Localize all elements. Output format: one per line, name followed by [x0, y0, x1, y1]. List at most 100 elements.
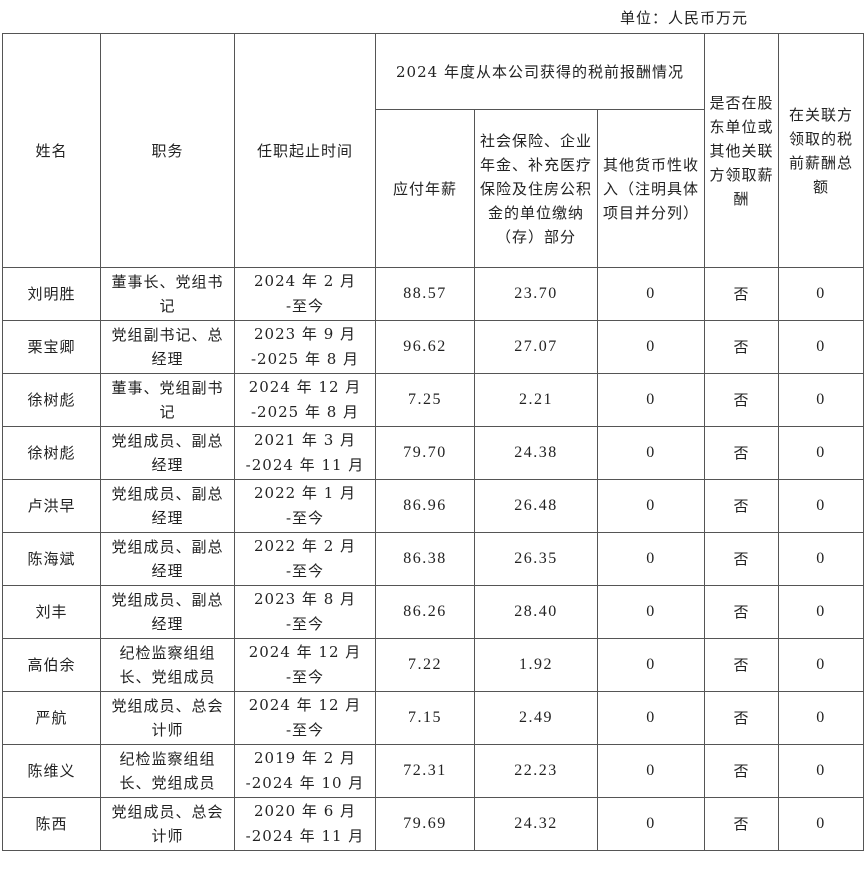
header-compensation-group: 2024 年度从本公司获得的税前报酬情况 — [375, 33, 705, 110]
position-cell: 董事长、党组书记 — [100, 267, 235, 321]
insurance-cell: 22.23 — [474, 744, 598, 798]
table-row: 栗宝卿 党组副书记、总经理 2023 年 9 月 -2025 年 8 月 96.62 27… — [2, 320, 864, 374]
salary-cell: 79.70 — [375, 426, 475, 480]
insurance-cell: 28.40 — [474, 585, 598, 639]
header-name: 姓名 — [2, 33, 101, 268]
other-income-cell: 0 — [597, 691, 705, 745]
term-cell: 2023 年 9 月 -2025 年 8 月 — [234, 320, 376, 374]
salary-cell: 7.15 — [375, 691, 475, 745]
insurance-cell: 2.49 — [474, 691, 598, 745]
from-shareholder-cell: 否 — [704, 744, 779, 798]
related-total-cell: 0 — [778, 373, 864, 427]
position-cell: 党组成员、副总经理 — [100, 532, 235, 586]
other-income-cell: 0 — [597, 320, 705, 374]
name-cell: 高伯余 — [2, 638, 101, 692]
table-row: 陈维义 纪检监察组组长、党组成员 2019 年 2 月 -2024 年 10 月 72.… — [2, 744, 864, 798]
position-cell: 党组成员、总会计师 — [100, 691, 235, 745]
term-start: 2021 年 3 月 — [253, 431, 357, 449]
term-end: -2024 年 11 月 — [245, 456, 365, 474]
header-position: 职务 — [100, 33, 235, 268]
term-end: -至今 — [285, 668, 325, 686]
from-shareholder-cell: 否 — [704, 797, 779, 851]
name-cell: 徐树彪 — [2, 426, 101, 480]
term-start: 2024 年 12 月 — [248, 643, 362, 661]
term-cell: 2021 年 3 月 -2024 年 11 月 — [234, 426, 376, 480]
table-row: 卢洪早 党组成员、副总经理 2022 年 1 月 -至今 86.96 26.48 0 否 0 — [2, 479, 864, 533]
table-row: 陈海斌 党组成员、副总经理 2022 年 2 月 -至今 86.38 26.35 0 否 0 — [2, 532, 864, 586]
term-cell: 2022 年 1 月 -至今 — [234, 479, 376, 533]
position-cell: 纪检监察组组长、党组成员 — [100, 744, 235, 798]
table-row: 严航 党组成员、总会计师 2024 年 12 月 -至今 7.15 2.49 0 否 0 — [2, 691, 864, 745]
table-row: 徐树彪 党组成员、副总经理 2021 年 3 月 -2024 年 11 月 79.70 2… — [2, 426, 864, 480]
other-income-cell: 0 — [597, 797, 705, 851]
term-end: -2025 年 8 月 — [250, 350, 360, 368]
other-income-cell: 0 — [597, 479, 705, 533]
unit-label: 单位：人民币万元 — [620, 9, 749, 27]
compensation-table: 姓名 职务 任职起止时间 2024 年度从本公司获得的税前报酬情况 是否在股东单… — [2, 33, 864, 851]
term-cell: 2019 年 2 月 -2024 年 10 月 — [234, 744, 376, 798]
salary-cell: 7.22 — [375, 638, 475, 692]
insurance-cell: 23.70 — [474, 267, 598, 321]
term-cell: 2024 年 2 月 -至今 — [234, 267, 376, 321]
term-end: -至今 — [285, 562, 325, 580]
header-related-total: 在关联方领取的税前薪酬总额 — [778, 33, 864, 268]
name-cell: 卢洪早 — [2, 479, 101, 533]
from-shareholder-cell: 否 — [704, 320, 779, 374]
from-shareholder-cell: 否 — [704, 373, 779, 427]
insurance-cell: 24.38 — [474, 426, 598, 480]
related-total-cell: 0 — [778, 744, 864, 798]
header-other-income: 其他货币性收入（注明具体项目并分列） — [597, 109, 705, 268]
term-end: -至今 — [285, 721, 325, 739]
position-cell: 党组副书记、总经理 — [100, 320, 235, 374]
term-end: -至今 — [285, 615, 325, 633]
other-income-cell: 0 — [597, 585, 705, 639]
related-total-cell: 0 — [778, 638, 864, 692]
other-income-cell: 0 — [597, 373, 705, 427]
term-cell: 2023 年 8 月 -至今 — [234, 585, 376, 639]
name-cell: 刘明胜 — [2, 267, 101, 321]
term-start: 2022 年 2 月 — [253, 537, 357, 555]
name-cell: 栗宝卿 — [2, 320, 101, 374]
position-cell: 党组成员、副总经理 — [100, 426, 235, 480]
term-start: 2023 年 9 月 — [253, 325, 357, 343]
other-income-cell: 0 — [597, 532, 705, 586]
name-cell: 刘丰 — [2, 585, 101, 639]
header-from-shareholder: 是否在股东单位或其他关联方领取薪酬 — [704, 33, 779, 268]
name-cell: 严航 — [2, 691, 101, 745]
from-shareholder-cell: 否 — [704, 691, 779, 745]
related-total-cell: 0 — [778, 267, 864, 321]
table-row: 刘丰 党组成员、副总经理 2023 年 8 月 -至今 86.26 28.40 0 否 0 — [2, 585, 864, 639]
position-cell: 党组成员、副总经理 — [100, 585, 235, 639]
position-cell: 董事、党组副书记 — [100, 373, 235, 427]
table-row: 陈西 党组成员、总会计师 2020 年 6 月 -2024 年 11 月 79.69 24… — [2, 797, 864, 851]
related-total-cell: 0 — [778, 691, 864, 745]
position-cell: 党组成员、总会计师 — [100, 797, 235, 851]
term-start: 2023 年 8 月 — [253, 590, 357, 608]
insurance-cell: 2.21 — [474, 373, 598, 427]
term-end: -至今 — [285, 509, 325, 527]
term-start: 2024 年 12 月 — [248, 696, 362, 714]
name-cell: 陈西 — [2, 797, 101, 851]
other-income-cell: 0 — [597, 638, 705, 692]
name-cell: 徐树彪 — [2, 373, 101, 427]
from-shareholder-cell: 否 — [704, 638, 779, 692]
term-start: 2024 年 12 月 — [248, 378, 362, 396]
term-end: -2024 年 10 月 — [245, 774, 365, 792]
from-shareholder-cell: 否 — [704, 479, 779, 533]
header-insurance: 社会保险、企业年金、补充医疗保险及住房公积金的单位缴纳（存）部分 — [474, 109, 598, 268]
insurance-cell: 24.32 — [474, 797, 598, 851]
table-row: 高伯余 纪检监察组组长、党组成员 2024 年 12 月 -至今 7.22 1.92 0 否 0 — [2, 638, 864, 692]
name-cell: 陈维义 — [2, 744, 101, 798]
other-income-cell: 0 — [597, 267, 705, 321]
term-start: 2024 年 2 月 — [253, 272, 357, 290]
from-shareholder-cell: 否 — [704, 267, 779, 321]
insurance-cell: 1.92 — [474, 638, 598, 692]
salary-cell: 72.31 — [375, 744, 475, 798]
from-shareholder-cell: 否 — [704, 532, 779, 586]
term-start: 2020 年 6 月 — [253, 802, 357, 820]
related-total-cell: 0 — [778, 426, 864, 480]
term-cell: 2024 年 12 月 -至今 — [234, 638, 376, 692]
table-row: 刘明胜 董事长、党组书记 2024 年 2 月 -至今 88.57 23.70 0 否 0 — [2, 267, 864, 321]
insurance-cell: 26.35 — [474, 532, 598, 586]
related-total-cell: 0 — [778, 585, 864, 639]
